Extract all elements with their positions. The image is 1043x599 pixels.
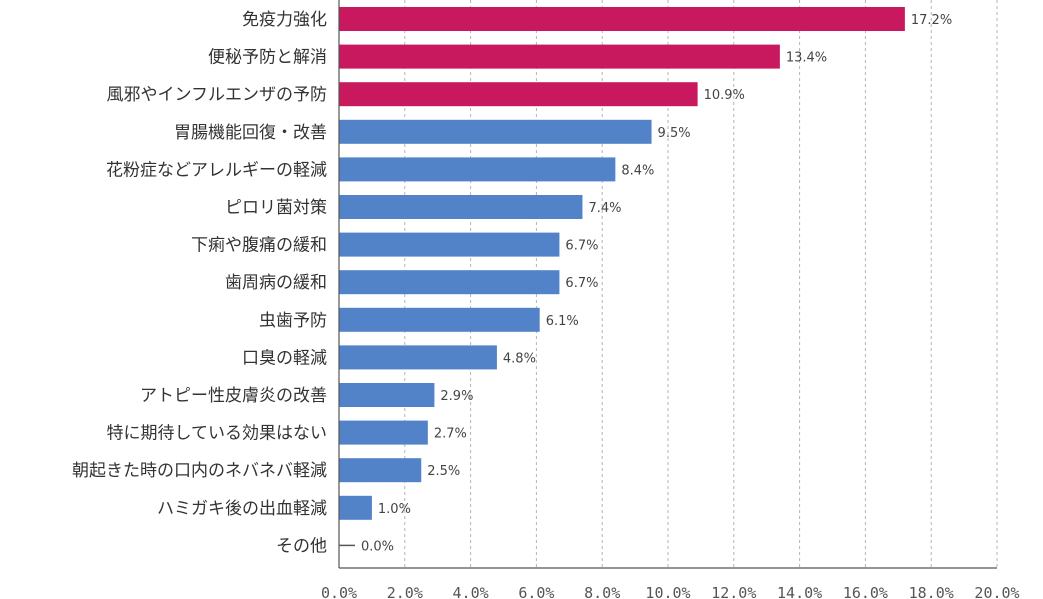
bar	[339, 232, 560, 257]
bar	[339, 82, 698, 107]
bar	[339, 119, 652, 144]
data-label: 8.4%	[621, 163, 654, 178]
bar	[339, 157, 616, 182]
x-tick-label: 14.0%	[777, 584, 822, 599]
category-label: 風邪やインフルエンザの予防	[107, 85, 328, 105]
data-label: 0.0%	[361, 539, 394, 554]
category-label: 便秘予防と解消	[208, 48, 327, 68]
category-label: 花粉症などアレルギーの軽減	[106, 160, 327, 180]
category-label: 歯周病の緩和	[225, 273, 327, 293]
axes	[338, 0, 997, 569]
category-label: その他	[276, 536, 327, 556]
x-tick-label: 8.0%	[584, 584, 620, 599]
data-label: 2.7%	[434, 427, 467, 442]
data-label: 2.9%	[440, 389, 473, 404]
category-label: ハミガキ後の出血軽減	[157, 499, 327, 519]
bar	[339, 44, 780, 69]
bar	[339, 307, 540, 332]
x-tick-labels: 0.0% 2.0% 4.0% 6.0% 8.0% 10.0% 12.0% 14.0% 16.0%…	[321, 584, 1020, 599]
bar	[339, 495, 372, 520]
data-label: 4.8%	[503, 351, 536, 366]
data-label: 10.9%	[704, 88, 745, 103]
category-labels: 免疫力強化便秘予防と解消風邪やインフルエンザの予防胃腸機能回復・改善花粉症などア…	[72, 10, 327, 556]
bar	[339, 345, 497, 370]
data-label: 6.1%	[546, 314, 579, 329]
data-label: 17.2%	[911, 13, 952, 28]
x-tick-label: 4.0%	[453, 584, 489, 599]
category-label: 口臭の軽減	[242, 348, 327, 368]
data-label: 6.7%	[565, 239, 598, 254]
category-label: ピロリ菌対策	[225, 198, 327, 218]
x-tick-label: 0.0%	[321, 584, 357, 599]
x-tick-label: 16.0%	[843, 584, 888, 599]
category-label: 特に期待している効果はない	[107, 424, 328, 444]
bar	[339, 270, 560, 295]
data-label: 7.4%	[588, 201, 621, 216]
category-label: アトピー性皮膚炎の改善	[140, 386, 327, 406]
category-label: 虫歯予防	[259, 311, 327, 331]
category-label: 胃腸機能回復・改善	[174, 123, 327, 143]
x-tick-label: 2.0%	[387, 584, 423, 599]
x-tick-label: 12.0%	[711, 584, 756, 599]
category-label: 免疫力強化	[242, 10, 327, 30]
category-label: 朝起きた時の口内のネバネバ軽減	[72, 461, 327, 481]
bar	[339, 195, 583, 219]
data-label: 2.5%	[427, 464, 460, 479]
bar	[339, 383, 435, 407]
data-label: 9.5%	[658, 126, 691, 141]
x-tick-label: 18.0%	[909, 584, 954, 599]
data-label: 1.0%	[378, 502, 411, 517]
data-label: 6.7%	[565, 276, 598, 291]
x-tick-label: 20.0%	[974, 584, 1019, 599]
bar	[339, 458, 422, 483]
x-tick-label: 6.0%	[518, 584, 554, 599]
data-label: 13.4%	[786, 51, 827, 66]
bar	[339, 7, 905, 31]
category-label: 下痢や腹痛の緩和	[191, 236, 327, 256]
x-tick-label: 10.0%	[645, 584, 690, 599]
data-labels: 17.2% 13.4% 10.9% 9.5% 8.4% 7.4% 6.7% 6.7% 6.1% 4…	[361, 13, 952, 554]
bar	[339, 420, 428, 445]
bars	[339, 7, 905, 547]
